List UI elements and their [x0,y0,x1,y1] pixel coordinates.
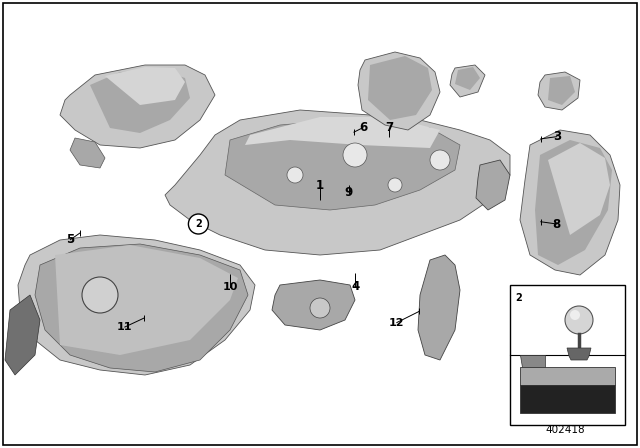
Text: 2: 2 [515,293,522,303]
Circle shape [430,150,450,170]
Polygon shape [105,67,185,105]
Circle shape [310,298,330,318]
Polygon shape [548,76,575,105]
Text: 8: 8 [553,217,561,231]
Polygon shape [476,160,510,210]
Polygon shape [450,65,485,97]
Polygon shape [520,367,615,385]
Text: 7: 7 [385,121,393,134]
Polygon shape [90,70,190,133]
Text: 12: 12 [389,318,404,327]
Polygon shape [225,120,460,210]
Circle shape [82,277,118,313]
Polygon shape [35,244,248,372]
Circle shape [287,167,303,183]
Polygon shape [60,65,215,148]
Bar [510,285,625,425]
Polygon shape [55,245,238,355]
Text: 9: 9 [345,186,353,199]
Circle shape [570,310,580,320]
Circle shape [188,214,209,234]
Polygon shape [520,385,615,413]
Polygon shape [545,295,600,335]
Polygon shape [520,130,620,275]
Polygon shape [520,355,545,367]
Text: 1: 1 [316,179,324,193]
Polygon shape [245,117,440,148]
Text: 2: 2 [195,219,202,229]
Polygon shape [358,52,440,130]
Polygon shape [272,280,355,330]
Polygon shape [538,72,580,110]
Text: 3: 3 [553,130,561,143]
Polygon shape [18,235,255,375]
Text: 10: 10 [223,282,238,292]
Polygon shape [70,138,105,168]
Polygon shape [368,56,432,120]
Circle shape [565,306,593,334]
Text: 402418: 402418 [545,425,585,435]
Polygon shape [535,140,612,265]
Polygon shape [455,67,480,90]
Polygon shape [548,143,610,235]
Text: 5: 5 [67,233,74,246]
Text: 6: 6 [359,121,367,134]
Polygon shape [418,255,460,360]
Text: 11: 11 [117,322,132,332]
Circle shape [388,178,402,192]
Polygon shape [567,348,591,360]
Text: 4: 4 [351,280,359,293]
Polygon shape [165,110,510,255]
Circle shape [343,143,367,167]
Polygon shape [5,295,40,375]
